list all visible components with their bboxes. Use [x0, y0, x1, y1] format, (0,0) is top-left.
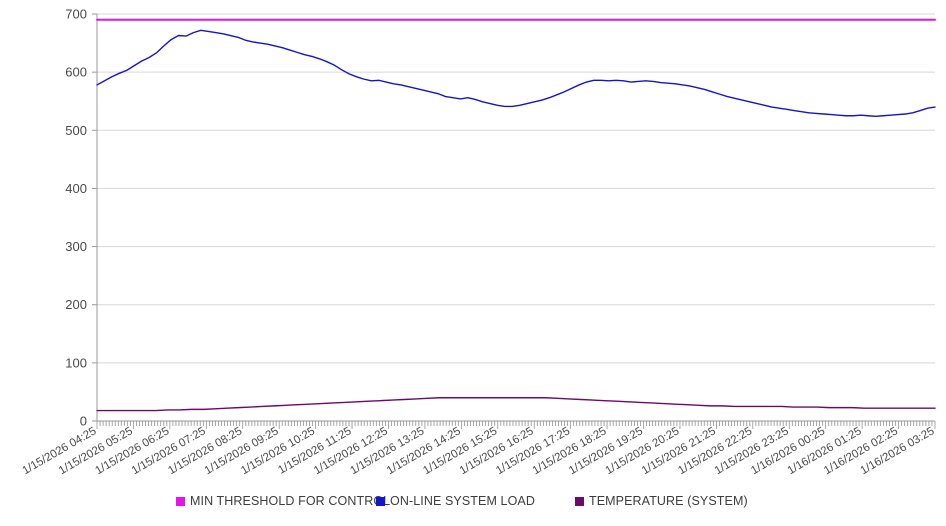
y-tick-label: 500 — [65, 123, 87, 138]
y-tick-label: 100 — [65, 355, 87, 370]
y-tick-label: 300 — [65, 239, 87, 254]
legend-label: TEMPERATURE (SYSTEM) — [589, 494, 748, 508]
legend-swatch — [575, 497, 584, 506]
legend-swatch — [376, 497, 385, 506]
x-minor-ticks — [96, 421, 936, 429]
data-series — [96, 18, 936, 412]
gridlines — [97, 13, 935, 364]
y-tick-label: 700 — [65, 7, 87, 22]
legend-label: MIN THRESHOLD FOR CONTROL — [190, 494, 390, 508]
series-line — [96, 29, 936, 118]
chart-legend: MIN THRESHOLD FOR CONTROL ON-LINE SYSTEM … — [176, 494, 748, 508]
y-tick-labels: 0 100 200 300 400 500 600 700 — [65, 7, 87, 429]
legend-swatch — [176, 497, 185, 506]
y-tick-label: 400 — [65, 181, 87, 196]
legend-label: ON-LINE SYSTEM LOAD — [390, 494, 535, 508]
y-tick-label: 0 — [80, 414, 87, 429]
y-axis — [92, 13, 98, 422]
y-tick-label: 200 — [65, 297, 87, 312]
y-tick-label: 600 — [65, 65, 87, 80]
x-tick-labels: 1/15/2026 04:251/15/2026 05:251/15/2026 … — [20, 425, 936, 477]
series-line — [96, 397, 936, 412]
